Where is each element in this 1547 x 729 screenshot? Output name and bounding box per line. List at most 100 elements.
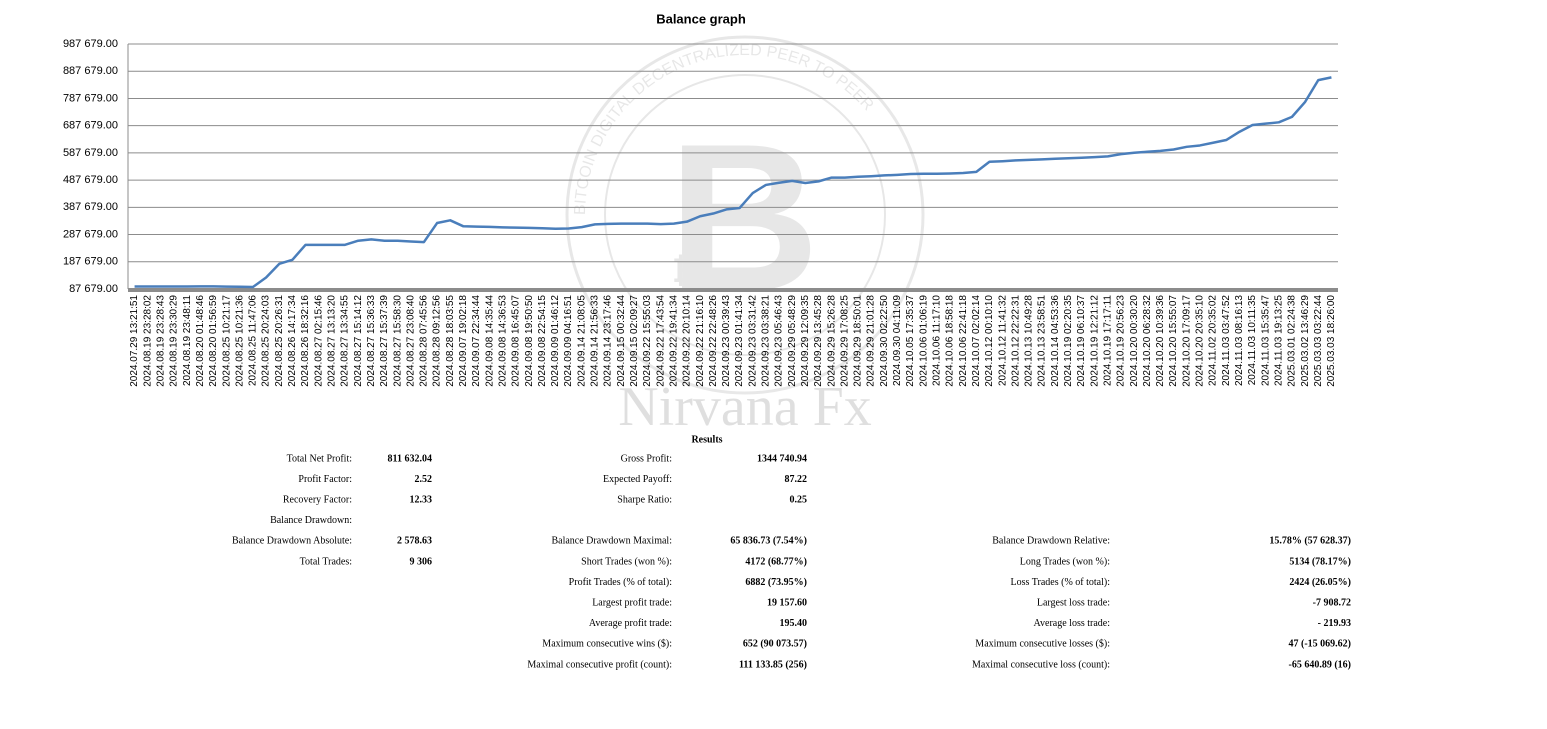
x-tick-label: 2024.09.22 17:43:54: [655, 295, 666, 387]
result-label: Maximal consecutive loss (count):: [972, 659, 1110, 670]
x-tick-label: 2024.08.26 14:17:34: [287, 295, 298, 387]
x-tick-label: 2024.09.14 21:08:05: [576, 295, 587, 387]
x-tick-label: 2024.10.19 12:21:12: [1089, 295, 1100, 387]
x-tick-label: 2024.09.29 12:09:35: [800, 295, 811, 387]
result-value: 4172 (68.77%): [745, 556, 807, 567]
x-tick-label: 2024.10.05 17:35:37: [905, 295, 916, 387]
results-title: Results: [691, 434, 722, 445]
x-tick-label: 2024.09.08 22:54:15: [537, 295, 548, 387]
y-tick-label: 587 679.00: [63, 147, 118, 159]
result-value: 811 632.04: [388, 453, 432, 464]
x-tick-label: 2024.09.30 02:22:50: [879, 295, 890, 387]
result-value: 0.25: [790, 494, 808, 505]
x-tick-label: 2024.09.08 14:36:53: [497, 295, 508, 387]
x-tick-label: 2024.10.20 15:55:07: [1168, 295, 1179, 387]
x-tick-label: 2025.03.01 02:24:38: [1287, 295, 1298, 387]
result-label: Gross Profit:: [621, 453, 672, 464]
result-label: Profit Factor:: [298, 474, 352, 485]
x-tick-label: 2024.11.03 03:47:52: [1221, 295, 1232, 386]
x-tick-label: 2024.08.19 23:30:29: [169, 295, 180, 387]
x-tick-label: 2024.09.14 21:56:33: [590, 295, 601, 387]
result-label: Average loss trade:: [1034, 618, 1110, 629]
x-tick-label: 2024.08.20 01:48:46: [195, 295, 206, 387]
y-tick-label: 387 679.00: [63, 201, 118, 213]
watermark-text: Nirvana Fx: [618, 376, 872, 438]
x-tick-label: 2024.08.28 18:03:55: [445, 295, 456, 387]
x-tick-label: 2024.09.15 02:09:27: [629, 295, 640, 387]
x-tick-label: 2024.10.20 00:30:20: [1129, 295, 1140, 387]
x-tick-label: 2024.09.30 04:11:09: [892, 295, 903, 386]
x-tick-label: 2024.09.23 00:39:43: [721, 295, 732, 387]
x-tick-label: 2024.09.22 15:55:03: [642, 295, 653, 387]
result-value: 1344 740.94: [757, 453, 807, 464]
x-tick-label: 2024.09.22 22:48:26: [708, 295, 719, 387]
x-tick-label: 2024.09.22 21:16:10: [695, 295, 706, 387]
x-tick-label: 2024.08.25 10:21:36: [234, 295, 245, 387]
result-value: 12.33: [410, 494, 433, 505]
x-tick-label: 2024.10.06 01:06:19: [918, 295, 929, 387]
result-label: Expected Payoff:: [603, 474, 672, 485]
x-tick-label: 2024.08.19 23:48:11: [182, 295, 193, 386]
x-tick-label: 2024.09.09 04:16:51: [563, 295, 574, 387]
x-tick-label: 2024.11.02 20:35:02: [1208, 295, 1219, 386]
result-value: 2 578.63: [397, 536, 432, 547]
result-value: 15.78% (57 628.37): [1269, 536, 1351, 547]
x-tick-label: 2024.08.27 13:13:20: [326, 295, 337, 387]
result-label: Recovery Factor:: [283, 494, 352, 505]
x-tick-label: 2024.09.29 05:48:29: [787, 295, 798, 387]
x-tick-label: 2024.10.20 10:39:36: [1155, 295, 1166, 387]
x-tick-label: 2024.09.07 22:34:44: [471, 295, 482, 387]
result-value: 19 157.60: [767, 597, 807, 608]
x-tick-label: 2024.09.23 03:38:21: [761, 295, 772, 387]
x-tick-label: 2024.08.27 23:08:40: [405, 295, 416, 387]
x-tick-label: 2024.08.25 20:24:03: [261, 295, 272, 387]
x-tick-label: 2024.09.08 14:35:44: [484, 295, 495, 387]
result-label: Average profit trade:: [589, 618, 672, 629]
x-tick-label: 2024.09.08 19:50:50: [524, 295, 535, 387]
y-tick-label: 487 679.00: [63, 174, 118, 186]
x-tick-label: 2024.08.27 02:15:46: [313, 295, 324, 387]
x-tick-label: 2024.11.03 15:35:47: [1260, 295, 1271, 386]
x-tick-label: 2024.10.13 10:49:28: [1024, 295, 1035, 387]
balance-line: [134, 76, 1332, 289]
x-tick-label: 2024.10.19 06:10:37: [1076, 295, 1087, 387]
result-label: Largest loss trade:: [1037, 597, 1110, 608]
x-tick-label: 2024.08.26 18:32:16: [300, 295, 311, 387]
result-value: - 219.93: [1318, 618, 1351, 629]
x-tick-label: 2024.08.28 09:12:56: [432, 295, 443, 387]
x-tick-label: 2024.10.12 11:41:32: [997, 295, 1008, 386]
x-tick-label: 2024.09.29 21:01:28: [866, 295, 877, 387]
x-tick-label: 2024.09.09 01:46:12: [550, 295, 561, 387]
x-tick-label: 2024.10.20 20:35:10: [1195, 295, 1206, 387]
x-tick-label: 2024.08.28 07:45:56: [419, 295, 430, 387]
x-tick-label: 2024.10.19 20:56:23: [1116, 295, 1127, 387]
y-tick-label: 787 679.00: [63, 92, 118, 104]
x-tick-label: 2024.08.25 20:26:31: [274, 295, 285, 387]
y-tick-label: 887 679.00: [63, 65, 118, 77]
x-tick-label: 2024.08.20 01:56:59: [208, 295, 219, 387]
result-value: 2.52: [415, 474, 433, 485]
x-tick-label: 2024.08.19 23:28:43: [156, 295, 167, 387]
result-label: Loss Trades (% of total):: [1011, 577, 1110, 588]
x-tick-label: 2024.10.07 02:02:14: [971, 295, 982, 387]
x-tick-label: 2024.08.27 13:34:55: [340, 295, 351, 387]
x-tick-label: 2024.10.12 22:22:31: [1010, 295, 1021, 387]
result-value: 652 (90 073.57): [743, 639, 807, 650]
x-tick-label: 2024.11.03 08:16:13: [1234, 295, 1245, 386]
x-tick-label: 2025.03.02 13:46:29: [1300, 295, 1311, 387]
x-tick-label: 2024.09.29 17:08:25: [839, 295, 850, 387]
x-tick-label: 2024.09.29 18:50:01: [853, 295, 864, 387]
x-tick-label: 2024.08.27 15:37:39: [379, 295, 390, 387]
x-tick-label: 2024.10.19 02:20:35: [1063, 295, 1074, 387]
result-label: Profit Trades (% of total):: [569, 577, 672, 588]
x-tick-label: 2024.08.27 15:36:33: [366, 295, 377, 387]
result-value: -65 640.89 (16): [1289, 659, 1352, 670]
x-tick-label: 2024.07.29 13:21:51: [129, 295, 140, 387]
result-label: Balance Drawdown Absolute:: [232, 536, 352, 547]
result-label: Balance Drawdown:: [270, 515, 352, 526]
result-label: Balance Drawdown Maximal:: [551, 536, 672, 547]
result-label: Long Trades (won %):: [1020, 556, 1110, 567]
x-tick-label: 2024.09.15 00:32:44: [616, 295, 627, 387]
x-tick-label: 2024.09.14 23:17:46: [603, 295, 614, 387]
